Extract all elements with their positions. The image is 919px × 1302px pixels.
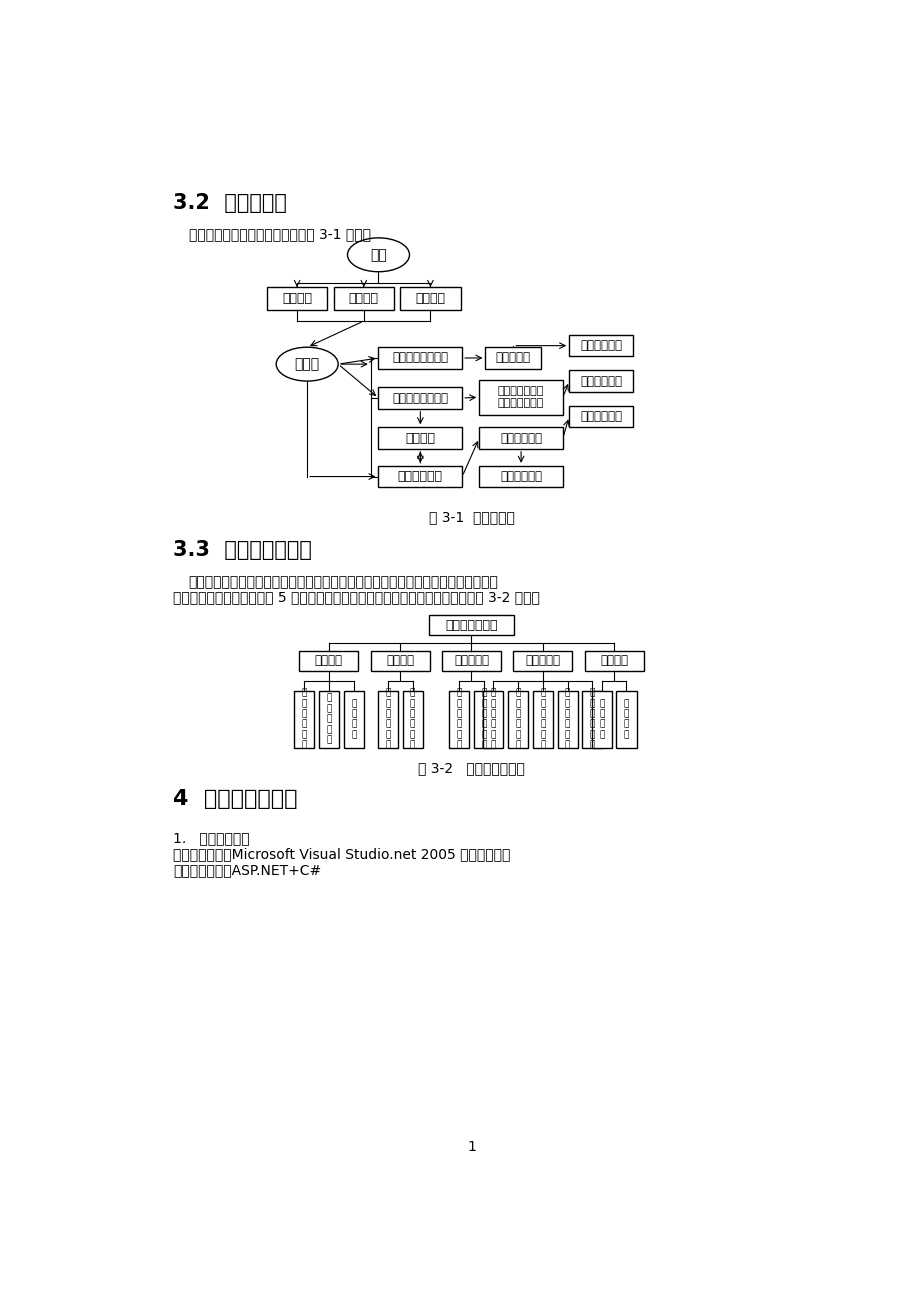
Text: 1: 1 xyxy=(467,1141,475,1155)
Text: 物价指数借还、系统查询等 5 个部分，其中各个部分及其包括的具体功能模块如图 3-2 所示。: 物价指数借还、系统查询等 5 个部分，其中各个部分及其包括的具体功能模块如图 3… xyxy=(173,591,539,604)
Bar xyxy=(616,690,636,747)
Bar xyxy=(507,690,528,747)
Text: 4  开发及运行环境: 4 开发及运行环境 xyxy=(173,789,298,809)
Bar xyxy=(428,615,514,635)
Bar xyxy=(482,690,503,747)
Text: 网站开发环境：Microsoft Visual Studio.net 2005 集成开发环境: 网站开发环境：Microsoft Visual Studio.net 2005 … xyxy=(173,848,510,862)
Ellipse shape xyxy=(276,348,338,381)
Text: 物
价
指
数
档
案: 物 价 指 数 档 案 xyxy=(564,689,570,750)
Text: 归还相关物价: 归还相关物价 xyxy=(500,431,541,444)
Bar xyxy=(344,690,363,747)
Text: 用
户
档
案
管
理: 用 户 档 案 管 理 xyxy=(410,689,414,750)
Text: 物价指数管: 物价指数管 xyxy=(453,654,489,667)
Bar xyxy=(294,690,313,747)
Text: 用
户
类
型
管
理: 用 户 类 型 管 理 xyxy=(385,689,390,750)
Text: 物
价
指
数
归
还: 物 价 指 数 归 还 xyxy=(539,689,545,750)
Text: 用户档案: 用户档案 xyxy=(405,431,435,444)
Text: 管理员: 管理员 xyxy=(294,357,320,371)
Text: 物
价
指
数
借
阅: 物 价 指 数 借 阅 xyxy=(589,689,595,750)
Bar xyxy=(591,690,611,747)
Bar xyxy=(370,651,429,671)
Text: 物
价
指
数
续
借: 物 价 指 数 续 借 xyxy=(515,689,520,750)
Text: 更
改
口
令: 更 改 口 令 xyxy=(598,699,604,740)
Bar xyxy=(513,651,572,671)
Text: 物价指数归还: 物价指数归还 xyxy=(500,470,541,483)
Text: 3.2  业务流程图: 3.2 业务流程图 xyxy=(173,193,287,214)
Ellipse shape xyxy=(347,238,409,272)
Bar xyxy=(267,288,327,310)
Bar xyxy=(473,690,494,747)
Text: 3.3  系统功能结构图: 3.3 系统功能结构图 xyxy=(173,540,312,560)
Text: 物
价
指
数
类
型: 物 价 指 数 类 型 xyxy=(456,689,461,750)
Bar xyxy=(441,651,501,671)
Text: 系统设置: 系统设置 xyxy=(314,654,343,667)
Text: 根据用户信息获
取借阅物价指数: 根据用户信息获 取借阅物价指数 xyxy=(497,387,544,408)
Bar xyxy=(569,335,632,357)
Text: 网站开发语言：ASP.NET+C#: 网站开发语言：ASP.NET+C# xyxy=(173,863,321,878)
Text: 1.   网站开发环境: 1. 网站开发环境 xyxy=(173,831,249,845)
Bar xyxy=(485,348,540,368)
Text: 管理物价指数档案: 管理物价指数档案 xyxy=(391,352,448,365)
Text: 管
理
员
设
置: 管 理 员 设 置 xyxy=(326,694,331,745)
Bar xyxy=(532,690,552,747)
Text: 物价指数: 物价指数 xyxy=(348,292,379,305)
Text: 管理用户档案信息: 管理用户档案信息 xyxy=(391,392,448,405)
Text: 系统查询: 系统查询 xyxy=(599,654,628,667)
Bar xyxy=(584,651,643,671)
Text: 物
价
指
数
借
阅: 物 价 指 数 借 阅 xyxy=(490,689,495,750)
Bar xyxy=(378,466,461,487)
Text: 物价指数管理系统的系统流程如图 3-1 所示。: 物价指数管理系统的系统流程如图 3-1 所示。 xyxy=(188,227,370,241)
Text: 用户管理: 用户管理 xyxy=(386,654,414,667)
Text: 根据物价指数管理系统的特点，可以将其分为系统设置、用户管理、物价指数管理、: 根据物价指数管理系统的特点，可以将其分为系统设置、用户管理、物价指数管理、 xyxy=(188,575,498,589)
Text: 物价指数档: 物价指数档 xyxy=(495,352,530,365)
Bar xyxy=(479,466,562,487)
Text: 物价指数: 物价指数 xyxy=(282,292,312,305)
Bar xyxy=(299,651,358,671)
Bar xyxy=(378,427,461,449)
Text: 图 3-2   系统功能结构图: 图 3-2 系统功能结构图 xyxy=(417,762,525,776)
Bar xyxy=(378,690,397,747)
Text: 用户: 用户 xyxy=(369,247,387,262)
Bar xyxy=(479,427,562,449)
Text: 物价指数借阅: 物价指数借阅 xyxy=(579,339,621,352)
Text: 完成物价指数: 完成物价指数 xyxy=(579,375,621,388)
Text: 物
价
指
数
信
息: 物 价 指 数 信 息 xyxy=(301,689,306,750)
Text: 获取用户信息: 获取用户信息 xyxy=(397,470,442,483)
Text: 书
架
设
置: 书 架 设 置 xyxy=(351,699,356,740)
Bar xyxy=(557,690,577,747)
Text: 物价指数: 物价指数 xyxy=(415,292,445,305)
Text: 完成物价指数: 完成物价指数 xyxy=(579,410,621,423)
Bar xyxy=(403,690,422,747)
Bar xyxy=(334,288,393,310)
Text: 图 3-1  系统流程图: 图 3-1 系统流程图 xyxy=(428,510,514,525)
Text: 物价指数借: 物价指数借 xyxy=(525,654,560,667)
Bar xyxy=(378,387,461,409)
Bar xyxy=(319,690,338,747)
Bar xyxy=(569,370,632,392)
Bar xyxy=(569,406,632,427)
Bar xyxy=(479,380,562,415)
Text: 退
出
系
统: 退 出 系 统 xyxy=(623,699,629,740)
Bar xyxy=(400,288,460,310)
Text: 物价指数管理系: 物价指数管理系 xyxy=(445,618,497,631)
Bar xyxy=(378,348,461,368)
Bar xyxy=(582,690,602,747)
Text: 物
价
指
数
档
案: 物 价 指 数 档 案 xyxy=(481,689,486,750)
Bar xyxy=(448,690,469,747)
